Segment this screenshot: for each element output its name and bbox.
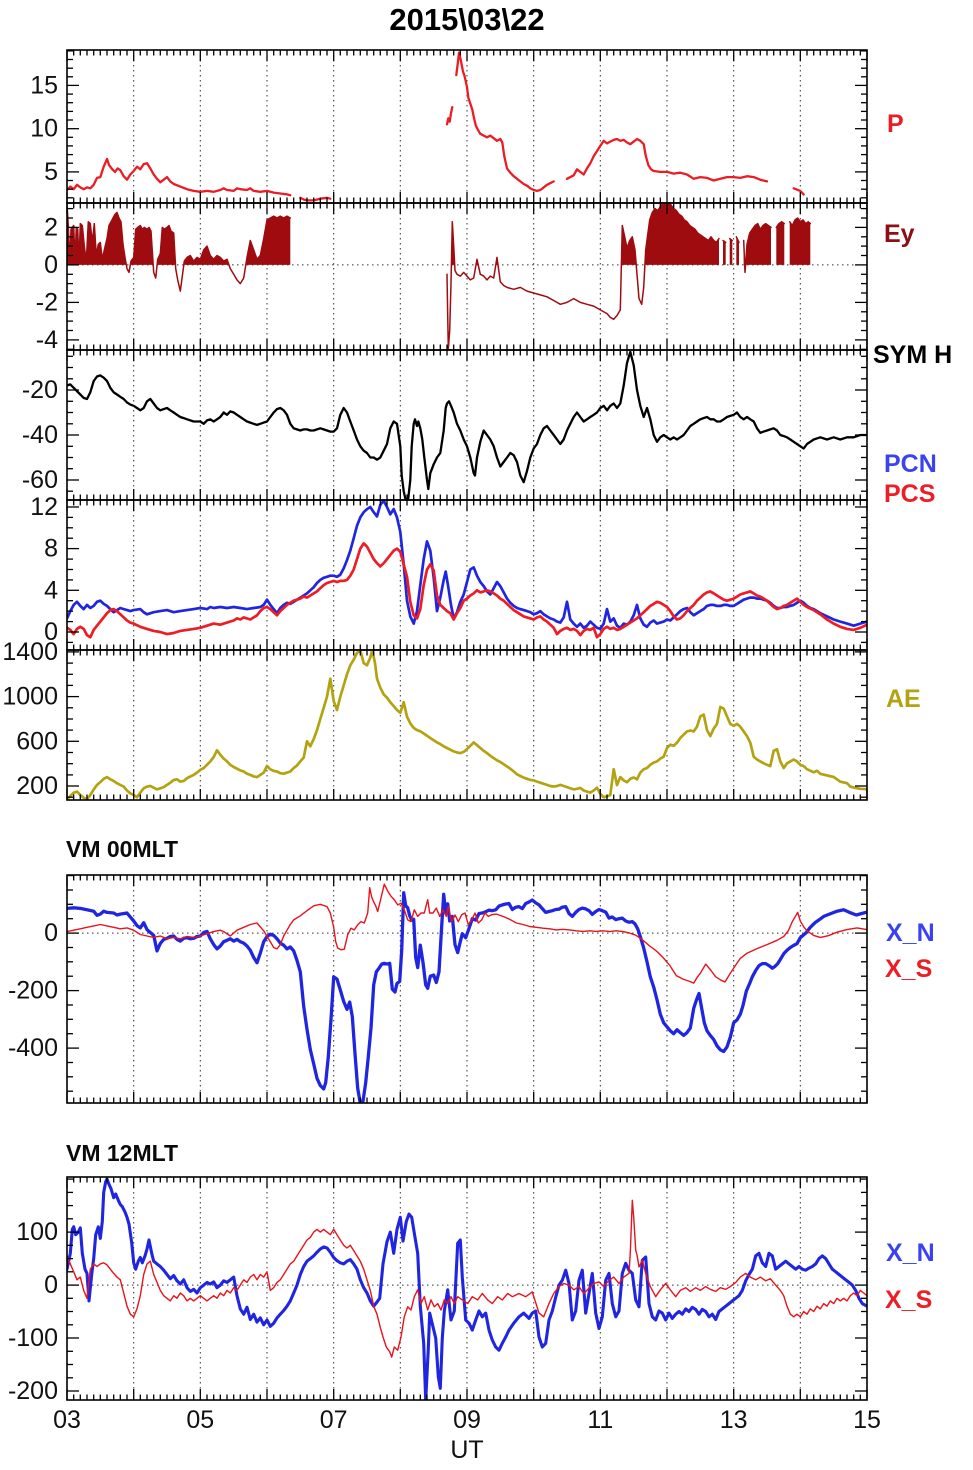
y-tick-label: 100 xyxy=(16,1218,58,1246)
y-tick-label: 1000 xyxy=(2,683,58,711)
legend-label-vm00-xs: X_S xyxy=(885,955,933,983)
series-PCS xyxy=(67,542,867,639)
y-tick-label: 12 xyxy=(30,493,58,521)
y-tick-label: 200 xyxy=(16,772,58,800)
legend-label-vm12-xs: X_S xyxy=(885,1286,933,1314)
x-tick-label: 03 xyxy=(53,1406,81,1434)
series-AE xyxy=(67,650,867,800)
series-SYM H xyxy=(67,350,867,500)
x-tick-label: 05 xyxy=(186,1406,214,1434)
series-X_S xyxy=(67,1199,867,1358)
x-tick-label: 11 xyxy=(587,1406,613,1434)
y-tick-label: -2 xyxy=(36,288,58,316)
y-tick-label: 0 xyxy=(44,1271,58,1299)
series-P xyxy=(67,51,805,202)
y-tick-label: -100 xyxy=(8,1324,58,1352)
series-PCN xyxy=(67,500,867,631)
y-tick-label: 15 xyxy=(30,71,58,99)
x-tick-label: 13 xyxy=(720,1406,748,1434)
series-X_N xyxy=(67,1177,867,1400)
y-tick-label: -4 xyxy=(36,326,58,354)
vm00-panel-title: VM 00MLT xyxy=(66,836,179,862)
y-tick-label: -60 xyxy=(22,466,58,494)
y-tick-label: -400 xyxy=(8,1034,58,1062)
y-tick-label: 1400 xyxy=(2,638,58,666)
figure-title: 2015\03\22 xyxy=(389,2,545,37)
y-tick-label: 0 xyxy=(44,618,58,646)
series-Ey xyxy=(67,203,812,350)
y-tick-label: 600 xyxy=(16,727,58,755)
y-tick-label: -200 xyxy=(8,1377,58,1405)
legend-label-ae: AE xyxy=(886,685,921,713)
x-tick-label: 07 xyxy=(320,1406,348,1434)
y-tick-label: 5 xyxy=(44,158,58,186)
legend-label-pcs: PCS xyxy=(884,480,936,508)
legend-label-vm12-xn: X_N xyxy=(886,1239,935,1267)
legend-label-pcn: PCN xyxy=(884,450,937,478)
y-tick-label: 2 xyxy=(44,213,58,241)
legend-label-p: P xyxy=(887,110,904,138)
y-tick-label: -40 xyxy=(22,421,58,449)
y-tick-label: 4 xyxy=(44,576,58,604)
vm12-panel-title: VM 12MLT xyxy=(66,1140,179,1166)
y-tick-label: 0 xyxy=(44,251,58,279)
y-tick-label: -200 xyxy=(8,977,58,1005)
series-X_N xyxy=(67,891,867,1103)
y-tick-label: 8 xyxy=(44,535,58,563)
legend-label-symh: SYM H xyxy=(873,341,953,369)
y-tick-label: 10 xyxy=(30,115,58,143)
y-tick-label: 0 xyxy=(44,919,58,947)
x-tick-label: 15 xyxy=(853,1406,881,1434)
legend-label-vm00-xn: X_N xyxy=(886,919,935,947)
series-X_S xyxy=(67,883,867,984)
legend-label-ey: Ey xyxy=(884,220,915,248)
x-axis-label: UT xyxy=(450,1436,484,1464)
y-tick-label: -20 xyxy=(22,376,58,404)
x-tick-label: 09 xyxy=(453,1406,481,1434)
